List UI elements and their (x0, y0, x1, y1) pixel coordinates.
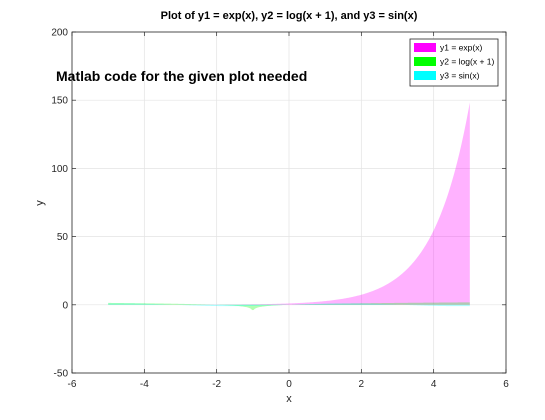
chart-title: Plot of y1 = exp(x), y2 = log(x + 1), an… (161, 10, 418, 22)
legend-label-2: y2 = log(x + 1) (440, 57, 495, 67)
x-tick-label: 6 (503, 379, 509, 390)
legend: y1 = exp(x) y2 = log(x + 1) y3 = sin(x) (409, 38, 499, 87)
y-tick-label: -50 (54, 369, 69, 380)
y-axis-label: y (34, 200, 46, 206)
x-tick-label: -6 (68, 379, 77, 390)
y-tick-label: 100 (51, 164, 68, 175)
legend-swatch-3 (414, 71, 436, 80)
legend-swatch-2 (414, 57, 436, 66)
series-area-2 (108, 302, 470, 311)
y-tick-label: 200 (51, 28, 68, 39)
x-tick-label: 4 (431, 379, 437, 390)
x-tick-label: -4 (140, 379, 149, 390)
x-tick-label: 2 (359, 379, 365, 390)
legend-label-1: y1 = exp(x) (440, 43, 482, 53)
x-axis-label: x (286, 393, 292, 405)
series-area-1 (108, 102, 470, 305)
x-tick-label: -2 (212, 379, 221, 390)
legend-label-3: y3 = sin(x) (440, 71, 480, 81)
y-tick-label: 150 (51, 96, 68, 107)
overlay-text: Matlab code for the given plot needed (56, 68, 307, 84)
y-tick-label: 0 (62, 300, 68, 311)
x-tick-label: 0 (286, 379, 292, 390)
legend-swatch-1 (414, 43, 436, 52)
series-areas (108, 102, 470, 311)
axis-ticks: -6 -4 -2 0 2 4 6 -50 0 50 100 150 200 (51, 28, 509, 391)
y-tick-label: 50 (57, 232, 69, 243)
series-area-3 (108, 303, 470, 307)
